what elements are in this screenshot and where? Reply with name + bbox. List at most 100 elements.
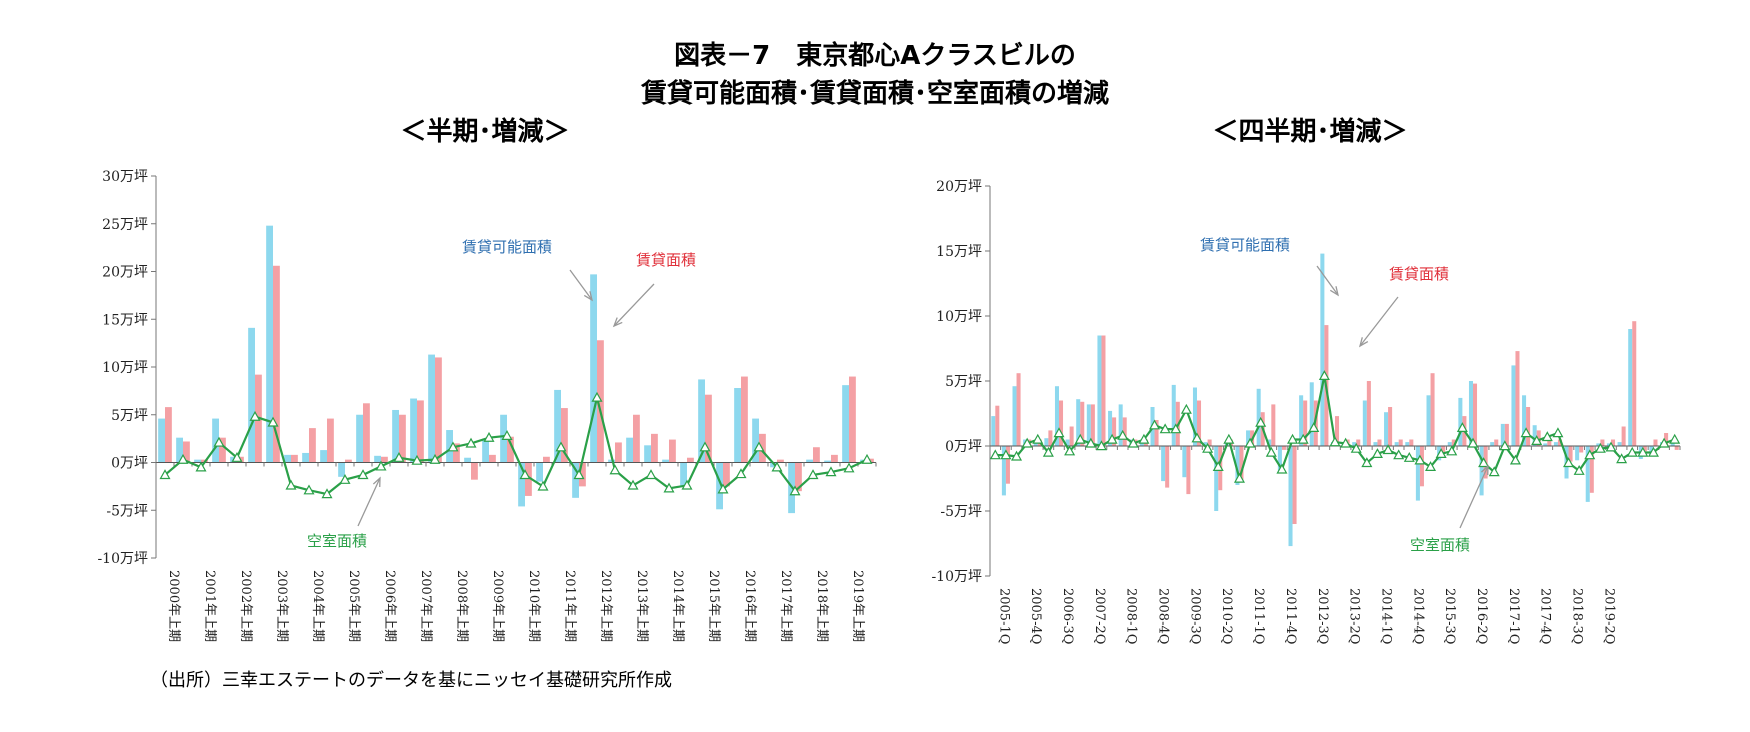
available-bar [1097,335,1102,446]
y-tick-label: 5万坪 [111,408,148,424]
leased-bar [1536,430,1541,446]
vacancy-point [321,488,333,499]
vacancy-point [1138,433,1150,444]
vacancy-point [357,469,369,480]
available-bar [716,462,723,510]
x-tick-label: 2018年上期 [814,570,829,642]
vacancy-point [861,453,873,464]
leased-bar [777,459,784,463]
available-bar [1649,446,1654,453]
y-tick-label: -5万坪 [940,504,982,520]
leased-bar [1664,433,1669,446]
leased-bar [1621,426,1626,446]
vacancy-point [1488,466,1500,477]
leased-bar [219,437,226,463]
available-bar [680,462,687,486]
leased-bar [471,462,478,480]
vacancy-point [807,469,819,480]
leased-bar [1557,439,1562,446]
available-bar [1468,381,1473,446]
leased-bar [381,456,388,463]
x-tick-label: 2017年上期 [778,570,793,642]
leased-bar [615,442,622,463]
x-tick-label: 2008-4Q [1156,588,1171,644]
leased-bar [1611,439,1616,446]
vacancy-point [1531,435,1543,445]
vacancy-point [1637,446,1649,457]
available-bar [392,409,399,463]
leased-bar [1473,383,1478,446]
vacancy-point [537,480,549,491]
vacancy-point [555,441,567,452]
annotation-arrow [1359,296,1399,347]
x-tick-label: 2011年上期 [562,570,577,642]
available-bar [1044,438,1049,446]
vacancy-point [1170,423,1182,434]
available-bar [284,454,291,463]
available-bar [194,459,201,463]
leased-bar [1451,439,1456,446]
available-bar [1670,443,1675,446]
vacancy-point [447,441,459,452]
y-tick-label: 5万坪 [945,374,982,390]
annotation-arrow [1459,465,1489,529]
x-tick-label: 2008-1Q [1124,588,1139,644]
vacancy-point [1149,419,1161,430]
x-tick-label: 2015年上期 [706,570,721,642]
vacancy-point [159,469,171,480]
vacancy-point [1509,454,1521,465]
annotation-arrowhead [372,476,381,488]
vacancy-point [1478,457,1490,468]
available-bar [1606,443,1611,446]
y-tick-label: 30万坪 [102,169,148,185]
available-bar [1033,442,1038,446]
annotation-arrow [613,283,655,327]
available-bar [1447,442,1452,446]
vacancy-point [303,484,315,495]
available-bar [662,459,669,463]
leased-bar [1080,401,1085,446]
available-bar [302,452,309,463]
y-tick-label: 0万坪 [111,456,148,472]
leased-bar [1504,423,1509,446]
available-bar [212,418,219,463]
leased-bar [1377,439,1382,446]
chart-title-line2: 賃貸可能面積･賃貸面積･空室面積の増減 [640,79,1109,109]
available-bar [1086,404,1091,446]
vacancy-point [1605,441,1617,452]
vacancy-line [164,397,868,496]
available-bar [1532,425,1537,446]
x-tick-label: 2017-1Q [1506,588,1521,644]
x-tick-label: 2014-1Q [1378,588,1393,644]
vacancy-point [1393,449,1405,460]
vacancy-point [1520,427,1532,438]
y-tick-label: -5万坪 [106,503,148,519]
y-tick-label: 15万坪 [102,312,148,328]
vacancy-point [1573,464,1585,475]
available-bar [1309,382,1314,446]
leased-bar [795,462,802,492]
series-annotation: 賃貸可能面積 [462,238,552,256]
vacancy-point [1446,445,1458,456]
vacancy-point [1584,449,1596,460]
available-bar [842,385,849,463]
leased-bar [489,454,496,463]
chart-title-line1: 図表－7 東京都心Aクラスビルの [674,41,1076,71]
x-tick-label: 2018-3Q [1570,588,1585,644]
leased-bar [1303,400,1308,446]
leased-bar [1271,404,1276,446]
vacancy-point [483,431,495,442]
vacancy-point [1106,433,1118,444]
vacancy-point [1329,436,1341,447]
available-bar [1171,384,1176,446]
leased-bar [165,407,172,463]
vacancy-point [1669,433,1681,444]
leased-bar [1515,351,1520,446]
x-tick-label: 2014-4Q [1410,588,1425,644]
available-bar [158,418,165,463]
available-bar [1235,446,1240,485]
leased-bar [1335,416,1340,446]
vacancy-point [1233,472,1245,483]
annotation-arrowhead [583,291,593,302]
available-bar [536,462,543,482]
